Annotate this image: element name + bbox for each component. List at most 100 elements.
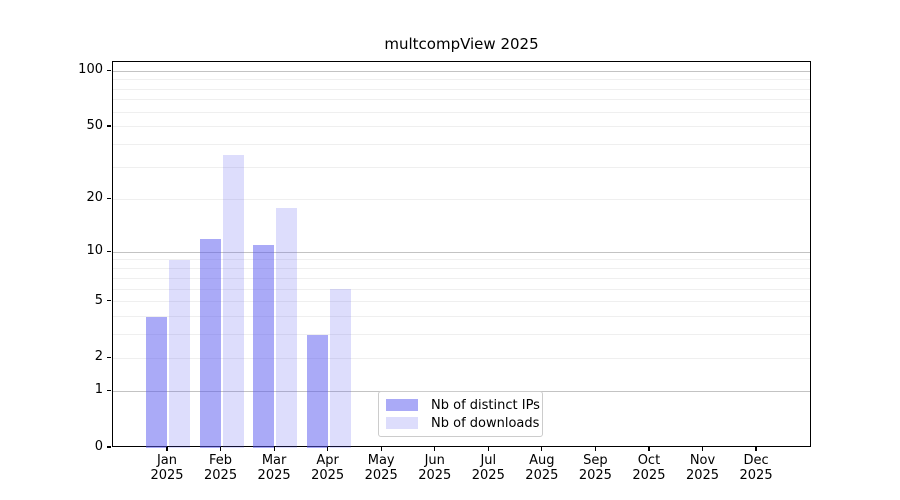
x-tick-label-aug: Aug 2025	[515, 453, 569, 483]
year-label: 2025	[364, 468, 398, 483]
month-label: Aug	[529, 453, 555, 468]
month-label: Jan	[156, 453, 178, 468]
x-tick-label-nov: Nov 2025	[676, 453, 730, 483]
bar-nb-of-distinct-ips-feb	[199, 238, 221, 448]
x-tick-dec	[755, 447, 757, 451]
y-tick-label-100: 100	[78, 62, 103, 78]
minor-gridline-80	[113, 88, 810, 90]
y-tick-20	[107, 197, 111, 199]
minor-gridline-6	[113, 288, 810, 290]
minor-gridline-30	[113, 167, 810, 169]
minor-gridline-90	[113, 79, 810, 81]
x-tick-oct	[648, 447, 650, 451]
y-tick-1	[107, 389, 111, 391]
legend-label-downloads: Nb of downloads	[431, 415, 540, 431]
year-label: 2025	[471, 468, 505, 483]
x-tick-label-mar: Mar 2025	[247, 453, 301, 483]
year-label: 2025	[257, 468, 291, 483]
minor-gridline-4	[113, 316, 810, 318]
minor-gridline-20	[113, 198, 810, 200]
bar-nb-of-downloads-apr	[329, 289, 351, 448]
y-tick-100	[107, 69, 111, 71]
month-label: Feb	[209, 453, 233, 468]
chart-title: multcompView 2025	[384, 35, 539, 53]
year-label: 2025	[685, 468, 720, 483]
x-tick-jun	[434, 447, 436, 451]
minor-gridline-7	[113, 277, 810, 279]
month-label: Sep	[583, 453, 608, 468]
bar-nb-of-downloads-feb	[222, 155, 244, 448]
y-tick-2	[107, 356, 111, 358]
year-label: 2025	[578, 468, 612, 483]
minor-gridline-50	[113, 126, 810, 128]
x-tick-label-oct: Oct 2025	[622, 453, 676, 483]
month-label: Oct	[637, 453, 661, 468]
y-tick-0	[107, 446, 111, 448]
x-tick-label-may: May 2025	[354, 453, 408, 483]
x-tick-label-apr: Apr 2025	[301, 453, 355, 483]
legend-item-distinct-ips: Nb of distinct IPs	[386, 397, 542, 413]
year-label: 2025	[150, 468, 184, 483]
year-label: 2025	[525, 468, 559, 483]
x-tick-feb	[219, 447, 222, 451]
month-label: Mar	[261, 453, 287, 468]
legend-label-distinct-ips: Nb of distinct IPs	[431, 397, 540, 413]
month-label: Nov	[689, 453, 716, 468]
major-gridline-10	[113, 251, 810, 253]
legend: Nb of distinct IPs Nb of downloads	[378, 391, 543, 437]
legend-swatch-downloads	[386, 417, 418, 429]
x-tick-label-jan: Jan 2025	[140, 453, 194, 483]
x-tick-sep	[594, 447, 596, 451]
x-tick-nov	[701, 447, 704, 451]
month-label: Dec	[743, 453, 769, 468]
y-tick-5	[107, 300, 111, 302]
minor-gridline-40	[113, 144, 810, 146]
y-tick-label-20: 20	[86, 190, 103, 206]
month-label: Jul	[480, 453, 497, 468]
year-label: 2025	[204, 468, 238, 483]
y-tick-10	[107, 250, 111, 252]
bar-nb-of-downloads-jan	[169, 259, 190, 448]
year-label: 2025	[739, 468, 773, 483]
minor-gridline-9	[113, 259, 810, 261]
bar-nb-of-distinct-ips-jan	[146, 316, 167, 448]
x-tick-label-jul: Jul 2025	[461, 453, 515, 483]
y-tick-label-0: 0	[94, 439, 103, 454]
y-tick-label-1: 1	[94, 382, 103, 398]
year-label: 2025	[311, 468, 345, 483]
month-label: Jun	[424, 453, 445, 468]
month-label: Apr	[316, 453, 339, 468]
x-tick-mar	[273, 447, 275, 451]
x-tick-label-dec: Dec 2025	[729, 453, 783, 483]
bar-nb-of-downloads-mar	[276, 207, 298, 448]
major-gridline-100	[113, 70, 810, 72]
month-label: May	[367, 453, 395, 468]
minor-gridline-5	[113, 301, 810, 303]
x-tick-jul	[487, 447, 489, 451]
x-tick-may	[380, 447, 382, 451]
bar-nb-of-distinct-ips-mar	[253, 245, 275, 448]
bar-nb-of-distinct-ips-apr	[306, 334, 328, 448]
x-tick-aug	[541, 447, 543, 451]
minor-gridline-3	[113, 334, 810, 336]
x-tick-label-jun: Jun 2025	[408, 453, 462, 483]
minor-gridline-60	[113, 111, 810, 113]
x-tick-apr	[327, 447, 329, 451]
x-tick-jan	[166, 447, 168, 451]
year-label: 2025	[632, 468, 666, 483]
y-tick-label-10: 10	[86, 243, 103, 259]
y-tick-label-5: 5	[94, 292, 103, 308]
x-tick-label-sep: Sep 2025	[568, 453, 622, 483]
year-label: 2025	[418, 468, 452, 483]
legend-swatch-distinct-ips	[386, 399, 418, 411]
legend-item-downloads: Nb of downloads	[386, 415, 542, 431]
plot-area	[112, 61, 811, 448]
minor-gridline-2	[113, 357, 810, 359]
y-tick-label-50: 50	[86, 117, 103, 133]
y-tick-50	[107, 125, 111, 127]
y-tick-label-2: 2	[94, 349, 103, 365]
x-tick-label-feb: Feb 2025	[194, 453, 248, 483]
minor-gridline-8	[113, 268, 810, 270]
minor-gridline-70	[113, 99, 810, 101]
